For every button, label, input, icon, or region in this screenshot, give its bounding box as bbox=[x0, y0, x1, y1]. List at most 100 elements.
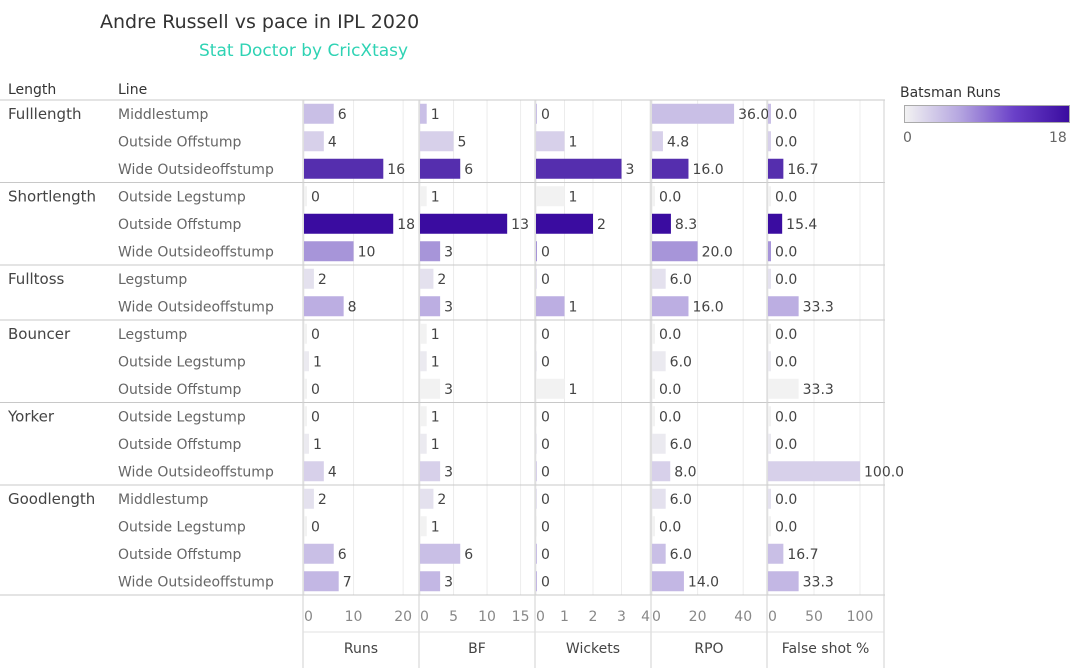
fs-bar bbox=[768, 406, 771, 427]
wickets-bar bbox=[536, 433, 537, 454]
rpo-value: 6.0 bbox=[670, 437, 692, 453]
axis-tick-label: 50 bbox=[805, 609, 823, 625]
rpo-value: 20.0 bbox=[702, 244, 733, 260]
wickets-bar bbox=[536, 571, 537, 592]
wickets-bar bbox=[536, 186, 565, 207]
runs-bar bbox=[304, 351, 309, 372]
fs-value: 15.4 bbox=[786, 217, 817, 233]
rpo-bar bbox=[652, 103, 735, 124]
bf-bar bbox=[420, 158, 461, 179]
fs-value: 0.0 bbox=[775, 244, 797, 260]
runs-bar bbox=[304, 323, 307, 344]
wickets-bar bbox=[536, 406, 537, 427]
axis-tick-label: 0 bbox=[652, 609, 661, 625]
rpo-value: 6.0 bbox=[670, 354, 692, 370]
rpo-bar bbox=[652, 268, 666, 289]
chart-title: Andre Russell vs pace in IPL 2020 bbox=[100, 11, 420, 33]
bf-bar bbox=[420, 461, 441, 482]
line-label: Wide Outsideoffstump bbox=[118, 162, 274, 178]
axis-tick-label: 0 bbox=[536, 609, 545, 625]
wickets-value: 0 bbox=[541, 107, 550, 123]
axis-title: Runs bbox=[344, 641, 378, 657]
axis-tick-label: 15 bbox=[512, 609, 530, 625]
wickets-bar bbox=[536, 351, 537, 372]
line-label: Wide Outsideoffstump bbox=[118, 244, 274, 260]
length-label: Fulltoss bbox=[8, 270, 65, 288]
bf-bar bbox=[420, 543, 461, 564]
wickets-bar bbox=[536, 543, 537, 564]
axis-tick-label: 100 bbox=[847, 609, 874, 625]
axis-tick-label: 0 bbox=[768, 609, 777, 625]
axis-tick-label: 4 bbox=[641, 609, 650, 625]
wickets-bar bbox=[536, 488, 537, 509]
length-label: Fulllength bbox=[8, 105, 81, 123]
fs-value: 33.3 bbox=[803, 299, 834, 315]
rpo-bar bbox=[652, 158, 689, 179]
bf-value: 3 bbox=[444, 574, 453, 590]
line-label: Outside Legstump bbox=[118, 409, 246, 425]
bf-bar bbox=[420, 186, 427, 207]
axis-title: Wickets bbox=[566, 641, 620, 657]
runs-value: 0 bbox=[311, 519, 320, 535]
axis-title: False shot % bbox=[782, 641, 870, 657]
runs-bar bbox=[304, 378, 307, 399]
axis-tick-label: 0 bbox=[420, 609, 429, 625]
bf-value: 1 bbox=[431, 327, 440, 343]
runs-value: 0 bbox=[311, 409, 320, 425]
legend-min: 0 bbox=[903, 130, 912, 146]
wickets-value: 0 bbox=[541, 272, 550, 288]
fs-value: 33.3 bbox=[803, 382, 834, 398]
wickets-bar bbox=[536, 103, 537, 124]
rpo-bar bbox=[652, 241, 698, 262]
length-header: Length bbox=[8, 82, 57, 98]
line-label: Middlestump bbox=[118, 107, 209, 123]
rpo-value: 6.0 bbox=[670, 547, 692, 563]
runs-value: 2 bbox=[318, 272, 327, 288]
bf-value: 3 bbox=[444, 244, 453, 260]
fs-bar bbox=[768, 103, 771, 124]
wickets-value: 0 bbox=[541, 519, 550, 535]
legend-title: Batsman Runs bbox=[900, 85, 1001, 101]
line-label: Outside Legstump bbox=[118, 519, 246, 535]
bf-value: 6 bbox=[464, 547, 473, 563]
rpo-value: 0.0 bbox=[659, 519, 681, 535]
runs-value: 7 bbox=[343, 574, 352, 590]
fs-value: 33.3 bbox=[803, 574, 834, 590]
line-label: Wide Outsideoffstump bbox=[118, 299, 274, 315]
axis-tick-label: 10 bbox=[345, 609, 363, 625]
rpo-value: 4.8 bbox=[667, 134, 689, 150]
wickets-bar bbox=[536, 268, 537, 289]
runs-bar bbox=[304, 186, 307, 207]
wickets-value: 3 bbox=[626, 162, 635, 178]
runs-value: 6 bbox=[338, 547, 347, 563]
fs-bar bbox=[768, 131, 771, 152]
wickets-value: 1 bbox=[569, 382, 578, 398]
line-label: Middlestump bbox=[118, 492, 209, 508]
line-label: Outside Offstump bbox=[118, 134, 241, 150]
wickets-value: 1 bbox=[569, 299, 578, 315]
runs-bar bbox=[304, 131, 324, 152]
fs-value: 0.0 bbox=[775, 409, 797, 425]
axis-title: BF bbox=[468, 641, 486, 657]
length-label: Yorker bbox=[7, 408, 55, 426]
axis-tick-label: 2 bbox=[589, 609, 598, 625]
rpo-bar bbox=[652, 131, 663, 152]
rpo-value: 36.0 bbox=[738, 107, 769, 123]
fs-value: 0.0 bbox=[775, 492, 797, 508]
bf-bar bbox=[420, 351, 427, 372]
line-label: Wide Outsideoffstump bbox=[118, 464, 274, 480]
rpo-value: 0.0 bbox=[659, 189, 681, 205]
wickets-bar bbox=[536, 378, 565, 399]
rpo-bar bbox=[652, 378, 655, 399]
fs-bar bbox=[768, 461, 860, 482]
rpo-bar bbox=[652, 296, 689, 317]
axis-tick-label: 40 bbox=[734, 609, 752, 625]
wickets-value: 0 bbox=[541, 437, 550, 453]
axis-tick-label: 5 bbox=[449, 609, 458, 625]
bf-value: 1 bbox=[431, 354, 440, 370]
rpo-bar bbox=[652, 186, 655, 207]
rpo-bar bbox=[652, 433, 666, 454]
wickets-bar bbox=[536, 213, 593, 234]
fs-bar bbox=[768, 323, 771, 344]
bf-bar bbox=[420, 213, 508, 234]
